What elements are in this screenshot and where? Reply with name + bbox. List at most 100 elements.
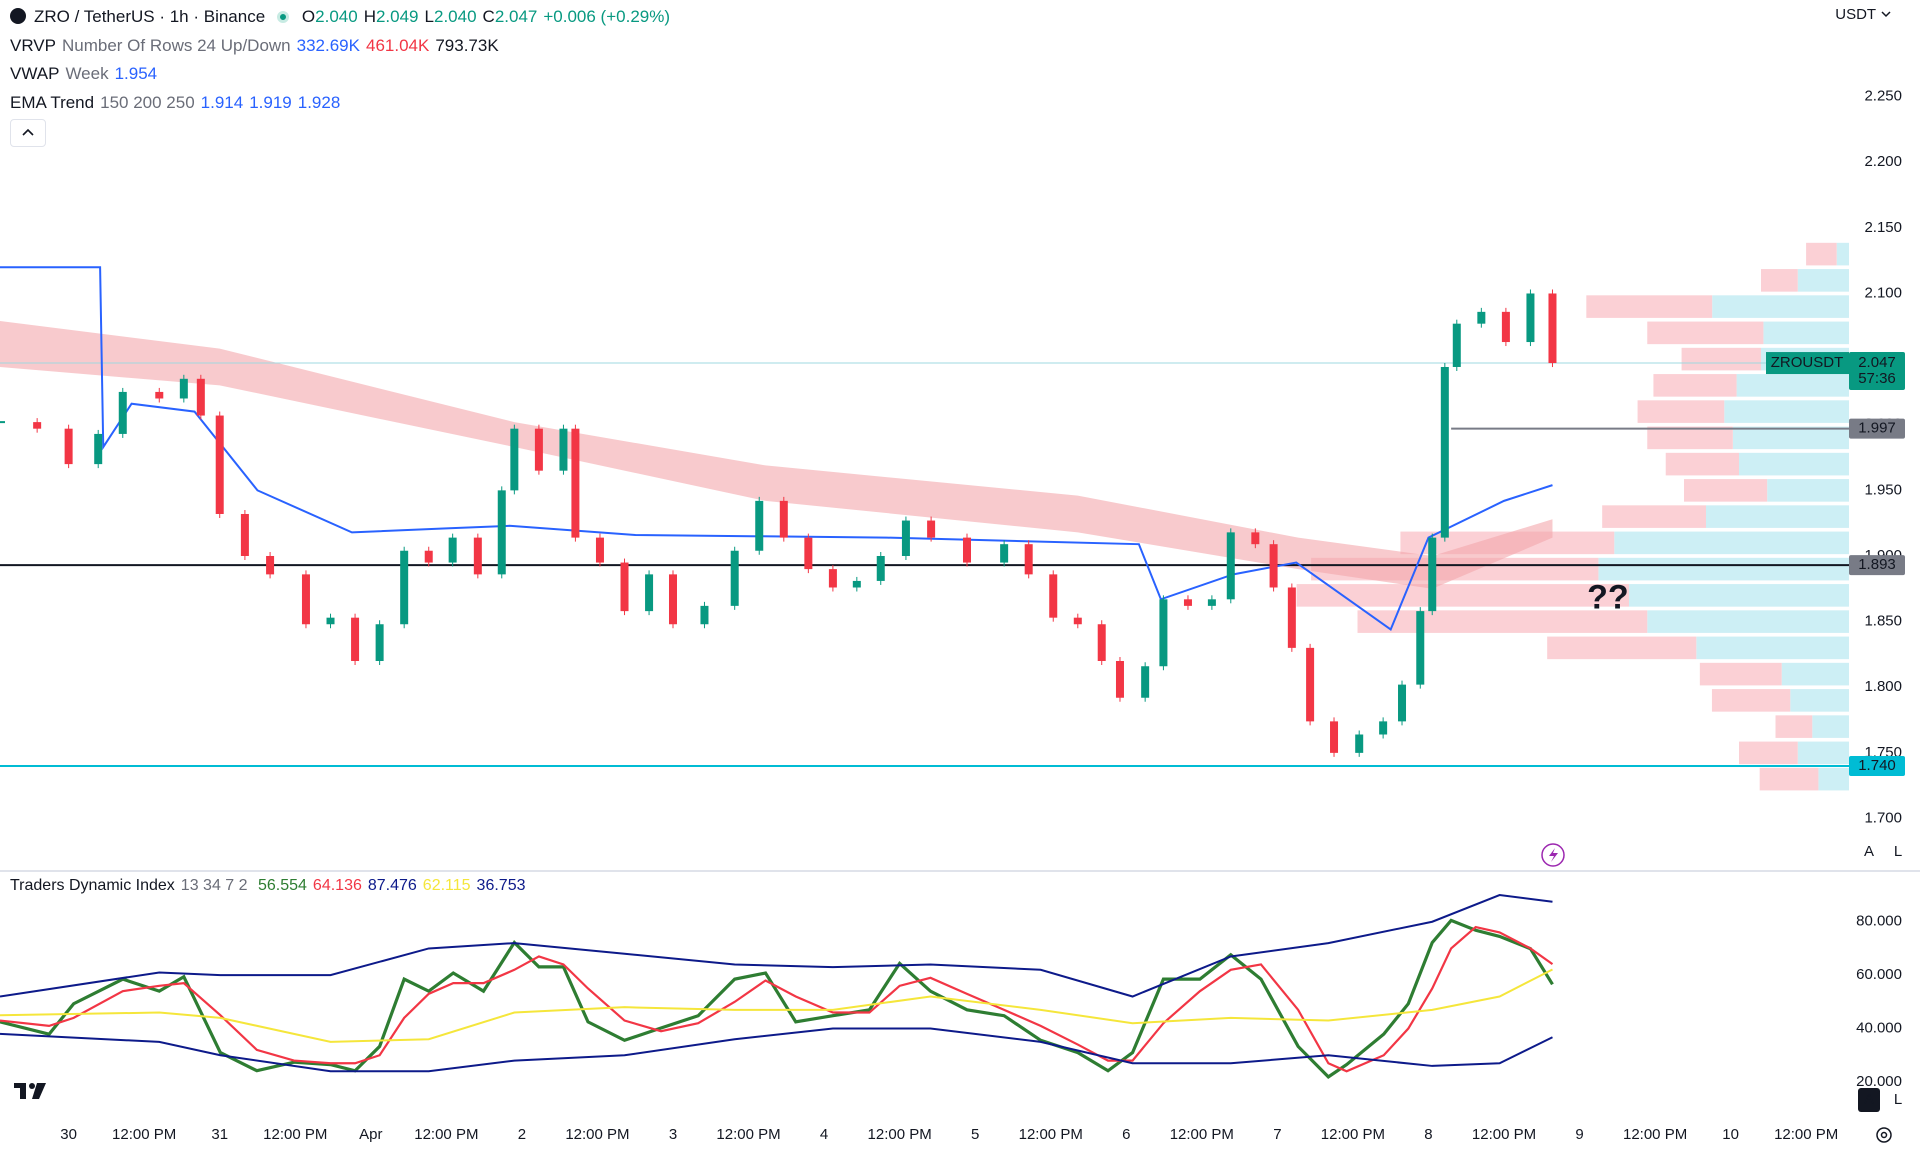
x-tick-label: 30 — [60, 1126, 77, 1143]
candle — [730, 550, 739, 606]
x-tick-label: 4 — [820, 1126, 828, 1143]
candle — [1251, 532, 1260, 545]
x-tick-label: 10 — [1722, 1126, 1739, 1143]
volume-profile-up — [1818, 767, 1849, 791]
indicator-value: 64.136 — [312, 877, 362, 894]
candle — [828, 569, 837, 588]
volume-profile-down — [1806, 242, 1837, 266]
volume-profile-down — [1711, 689, 1791, 712]
volume-profile-down — [1775, 715, 1813, 738]
header: ZRO / TetherUS · 1h · Binance O2.040 H2.0… — [10, 3, 676, 117]
candle — [1526, 293, 1535, 343]
volume-profile-down — [1357, 610, 1648, 633]
candle — [1269, 544, 1278, 588]
candle — [196, 378, 205, 416]
candle — [620, 562, 629, 612]
candle — [1398, 684, 1407, 722]
candle — [1207, 599, 1216, 606]
volume-profile-up — [1629, 584, 1849, 607]
candle — [1000, 544, 1009, 563]
y-tick-label: 1.800 — [1864, 678, 1902, 695]
volume-profile-down — [1602, 505, 1706, 528]
tdi-line — [0, 968, 1553, 1043]
volume-profile-up — [1790, 689, 1849, 712]
volume-profile-down — [1653, 374, 1737, 397]
indicator-params: 13 34 7 2 — [180, 877, 248, 894]
candle — [804, 537, 813, 570]
y-tick-label: 2.200 — [1864, 153, 1902, 170]
indicator-legends: VRVP Number Of Rows 24 Up/Down 332.69K 461.… — [10, 32, 676, 118]
symbol-row: ZRO / TetherUS · 1h · Binance O2.040 H2.0… — [10, 3, 676, 32]
x-tick-label: 3 — [669, 1126, 677, 1143]
candle — [1306, 647, 1315, 722]
candle — [962, 537, 971, 563]
indicator-value: 461.04K — [365, 35, 430, 55]
candle — [571, 428, 580, 538]
auto-scale-active-bg[interactable] — [1858, 1088, 1880, 1112]
y-tick-label: 1.950 — [1864, 481, 1902, 498]
volume-profile-down — [1759, 767, 1819, 791]
x-tick-label: 12:00 PM — [1019, 1126, 1083, 1143]
candle — [215, 415, 224, 514]
tdi-y-tick-label: 20.000 — [1856, 1073, 1902, 1090]
candle — [118, 391, 127, 434]
ohlc-value: 2.049 — [375, 7, 419, 26]
scale-button[interactable]: A — [1864, 1091, 1874, 1108]
volume-profile-up — [1836, 242, 1849, 266]
volume-profile-down — [1296, 584, 1629, 607]
candle — [94, 433, 103, 465]
settings-icon[interactable] — [1876, 1127, 1892, 1143]
price-tag-bg — [1849, 352, 1905, 391]
indicator-name: EMA Trend — [10, 92, 95, 112]
symbol-title[interactable]: ZRO / TetherUS · 1h · Binance — [34, 7, 266, 26]
candle — [1141, 666, 1150, 698]
candle — [400, 550, 409, 625]
x-tick-label: 12:00 PM — [1321, 1126, 1385, 1143]
candle — [1024, 544, 1033, 575]
price-tag: 1.997 — [1858, 420, 1896, 437]
volume-profile-up — [1763, 321, 1849, 345]
scale-button[interactable]: L — [1894, 1091, 1902, 1108]
volume-profile-up — [1767, 479, 1849, 502]
indicator-value: 1.919 — [249, 92, 292, 112]
volume-profile-up — [1712, 295, 1849, 318]
tdi-y-tick-label: 60.000 — [1856, 966, 1902, 983]
x-tick-label: 6 — [1122, 1126, 1130, 1143]
indicator-name: VRVP — [10, 35, 56, 55]
volume-profile-down — [1739, 741, 1798, 765]
candle — [1379, 721, 1388, 735]
candle — [179, 378, 188, 399]
chevron-up — [22, 128, 34, 136]
x-tick-label: 12:00 PM — [565, 1126, 629, 1143]
volume-profile-down — [1647, 426, 1733, 450]
scale-button[interactable]: A — [1864, 843, 1874, 860]
alert-icon[interactable] — [1541, 843, 1565, 867]
candle — [1501, 311, 1510, 343]
x-tick-label: 12:00 PM — [112, 1126, 176, 1143]
volume-profile-down — [1586, 295, 1713, 318]
y-tick-label: 1.850 — [1864, 613, 1902, 630]
candle — [927, 520, 936, 538]
price-tag: 2.047 — [1858, 354, 1896, 371]
volume-profile-down — [1681, 347, 1761, 371]
ohlc-label: H — [363, 7, 376, 26]
collapse-legend-button[interactable] — [10, 119, 46, 147]
ohlc-value: 2.040 — [433, 7, 477, 26]
x-tick-label: 12:00 PM — [1774, 1126, 1838, 1143]
candle — [1159, 599, 1168, 667]
scale-button[interactable]: L — [1894, 843, 1902, 860]
candle — [700, 605, 709, 625]
indicator-value: 1.954 — [114, 64, 158, 84]
candle — [534, 428, 543, 471]
currency-selector[interactable]: USDT — [1835, 6, 1892, 23]
tradingview-logo — [14, 1083, 46, 1099]
candle — [1428, 537, 1437, 612]
volume-profile-up — [1614, 531, 1849, 555]
candle — [326, 617, 335, 625]
x-tick-label: 7 — [1273, 1126, 1281, 1143]
candle — [155, 391, 164, 399]
volume-profile-up — [1781, 662, 1849, 686]
indicator-legend: VRVP Number Of Rows 24 Up/Down 332.69K 461.… — [10, 32, 676, 61]
ohlc-label: C — [482, 7, 495, 26]
